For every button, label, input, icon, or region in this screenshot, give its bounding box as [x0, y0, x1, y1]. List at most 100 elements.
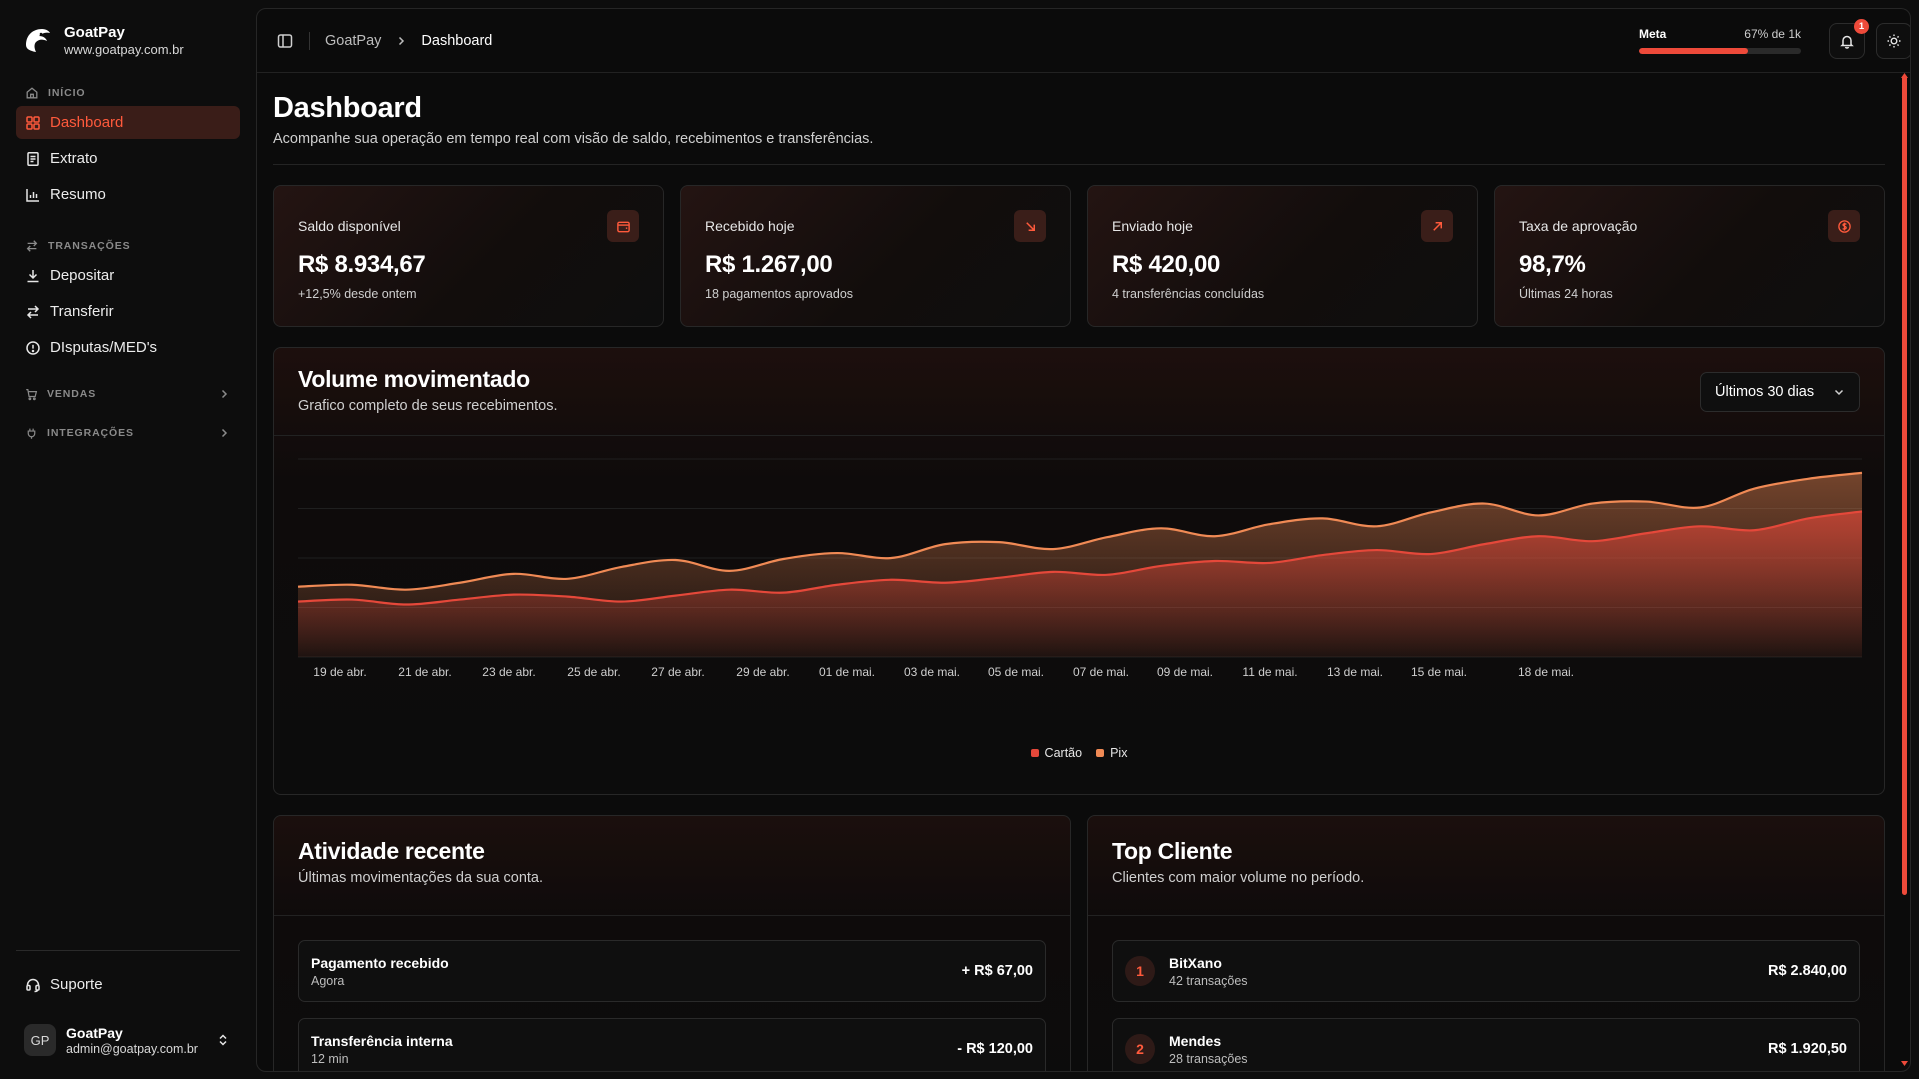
section-label-text: TRANSAÇÕES: [48, 240, 131, 252]
stat-card-aprovacao: Taxa de aprovação 98,7% Últimas 24 horas: [1494, 185, 1885, 327]
brand-url: www.goatpay.com.br: [64, 41, 184, 57]
top-clients-card-header: Top Cliente Clientes com maior volume no…: [1088, 816, 1884, 916]
stat-icon-box: [1828, 210, 1860, 242]
sidebar-toggle-icon[interactable]: [276, 32, 294, 50]
sidebar-item-label: Transferir: [50, 303, 114, 320]
user-menu[interactable]: GP GoatPay admin@goatpay.com.br: [16, 1021, 240, 1059]
client-amount: R$ 2.840,00: [1767, 963, 1847, 979]
topbar: GoatPay Dashboard Meta 67% de 1k 1: [257, 9, 1910, 73]
stat-icon-box: [607, 210, 639, 242]
client-row[interactable]: 2 Mendes 28 transações R$ 1.920,50: [1112, 1018, 1860, 1071]
notifications-button[interactable]: 1: [1829, 19, 1869, 59]
sun-icon: [1887, 34, 1901, 48]
brand-name: GoatPay: [64, 23, 125, 41]
theme-toggle-button[interactable]: [1876, 23, 1910, 59]
page-content: Dashboard Acompanhe sua operação em temp…: [273, 73, 1885, 1071]
goal-fill: [1639, 48, 1748, 54]
activity-card: Atividade recente Últimas movimentações …: [273, 815, 1071, 1071]
page-divider: [273, 164, 1885, 165]
series-line-cartao: [297, 510, 1863, 606]
stat-value: R$ 420,00: [1112, 251, 1221, 278]
sidebar-item-label: Dashboard: [50, 114, 124, 131]
stat-value: R$ 1.267,00: [705, 251, 833, 278]
x-tick-label: 25 de abr.: [567, 665, 620, 679]
stat-icon-box: [1421, 210, 1453, 242]
activity-row-time: Agora: [311, 973, 345, 988]
sidebar-item-suporte[interactable]: Suporte: [16, 968, 240, 1001]
home-icon: [26, 87, 38, 99]
bell-icon: [1840, 35, 1854, 49]
volume-subtitle: Grafico completo de seus recebimentos.: [298, 398, 558, 414]
sidebar-divider: [16, 950, 240, 951]
goal-label: Meta: [1639, 27, 1667, 41]
top-clients-title: Top Cliente: [1112, 838, 1233, 864]
chevron-down-icon: [1834, 389, 1844, 396]
activity-row-title: Pagamento recebido: [311, 954, 449, 971]
cart-icon: [26, 388, 38, 400]
sidebar-item-depositar[interactable]: Depositar: [16, 259, 240, 292]
legend-item-pix: Pix: [1096, 746, 1127, 760]
sidebar-group-integracoes[interactable]: INTEGRAÇÕES: [16, 419, 240, 447]
stat-label: Taxa de aprovação: [1519, 218, 1638, 234]
user-email: admin@goatpay.com.br: [66, 1041, 198, 1056]
scrollbar-thumb[interactable]: [1902, 75, 1907, 895]
stat-note: 18 pagamentos aprovados: [705, 287, 854, 301]
client-row[interactable]: 1 BitXano 42 transações R$ 2.840,00: [1112, 940, 1860, 1002]
stats-row: Saldo disponível R$ 8.934,67 +12,5% desd…: [273, 185, 1885, 327]
sidebar-item-label: DIsputas/MED's: [50, 339, 158, 356]
stat-note: 4 transferências concluídas: [1112, 287, 1265, 301]
sidebar-item-label: Suporte: [50, 976, 103, 993]
x-tick-label: 21 de abr.: [398, 665, 451, 679]
range-select[interactable]: Últimos 30 dias: [1700, 372, 1860, 412]
sidebar-item-label: Resumo: [50, 186, 106, 203]
x-tick-label: 19 de abr.: [313, 665, 366, 679]
sidebar-group-label: VENDAS: [47, 388, 97, 400]
top-clients-subtitle: Clientes com maior volume no período.: [1112, 870, 1365, 886]
page-subtitle: Acompanhe sua operação em tempo real com…: [273, 131, 874, 147]
breadcrumb-root[interactable]: GoatPay: [325, 32, 382, 49]
headset-icon: [26, 978, 40, 992]
stat-label: Enviado hoje: [1112, 218, 1193, 234]
client-name: BitXano: [1169, 954, 1222, 971]
chevron-right-icon: [221, 428, 228, 438]
x-tick-label: 27 de abr.: [651, 665, 704, 679]
volume-card-header: Volume movimentado Grafico completo de s…: [274, 348, 1884, 436]
legend-item-cartao: Cartão: [1030, 746, 1082, 760]
sidebar-item-extrato[interactable]: Extrato: [16, 142, 240, 175]
activity-card-header: Atividade recente Últimas movimentações …: [274, 816, 1070, 916]
chevron-right-icon: [221, 389, 228, 399]
volume-area-chart: 19 de abr. 21 de abr. 23 de abr. 25 de abr.…: [297, 458, 1863, 679]
activity-row-time: 12 min: [311, 1051, 349, 1066]
stat-note: +12,5% desde ontem: [298, 287, 417, 301]
sidebar-group-vendas[interactable]: VENDAS: [16, 380, 240, 408]
scroll-down-arrow-icon[interactable]: [1901, 1061, 1908, 1066]
sidebar-item-disputas[interactable]: DIsputas/MED's: [16, 331, 240, 364]
stat-card-recebido: Recebido hoje R$ 1.267,00 18 pagamentos …: [680, 185, 1071, 327]
x-tick-label: 29 de abr.: [736, 665, 789, 679]
arrow-down-right-icon: [1025, 221, 1035, 231]
x-tick-label: 01 de mai.: [819, 665, 875, 679]
activity-row[interactable]: Transferência interna 12 min - R$ 120,00: [298, 1018, 1046, 1071]
receipt-icon: [27, 151, 39, 166]
chevron-right-icon: [399, 36, 405, 45]
activity-row[interactable]: Pagamento recebido Agora + R$ 67,00: [298, 940, 1046, 1002]
arrows-icon: [26, 240, 38, 252]
x-tick-label: 15 de mai.: [1411, 665, 1467, 679]
legend-swatch: [1030, 749, 1039, 757]
sidebar-item-dashboard[interactable]: Dashboard: [16, 106, 240, 139]
client-transactions: 28 transações: [1169, 1051, 1248, 1066]
client-rank: 1: [1125, 956, 1155, 986]
brand[interactable]: GoatPay www.goatpay.com.br: [16, 0, 240, 80]
sidebar-group-label: INTEGRAÇÕES: [47, 427, 134, 439]
stat-note: Últimas 24 horas: [1519, 287, 1613, 301]
sidebar-item-resumo[interactable]: Resumo: [16, 178, 240, 211]
bar-chart-icon: [26, 188, 39, 202]
volume-chart-card: Volume movimentado Grafico completo de s…: [273, 347, 1885, 795]
x-tick-label: 07 de mai.: [1073, 665, 1129, 679]
transfer-icon: [26, 304, 40, 319]
client-amount: R$ 1.920,50: [1767, 1041, 1847, 1057]
sidebar-item-transferir[interactable]: Transferir: [16, 295, 240, 328]
alert-circle-icon: [26, 340, 40, 355]
topbar-separator: [309, 31, 310, 50]
goal-value: 67% de 1k: [1744, 27, 1801, 41]
